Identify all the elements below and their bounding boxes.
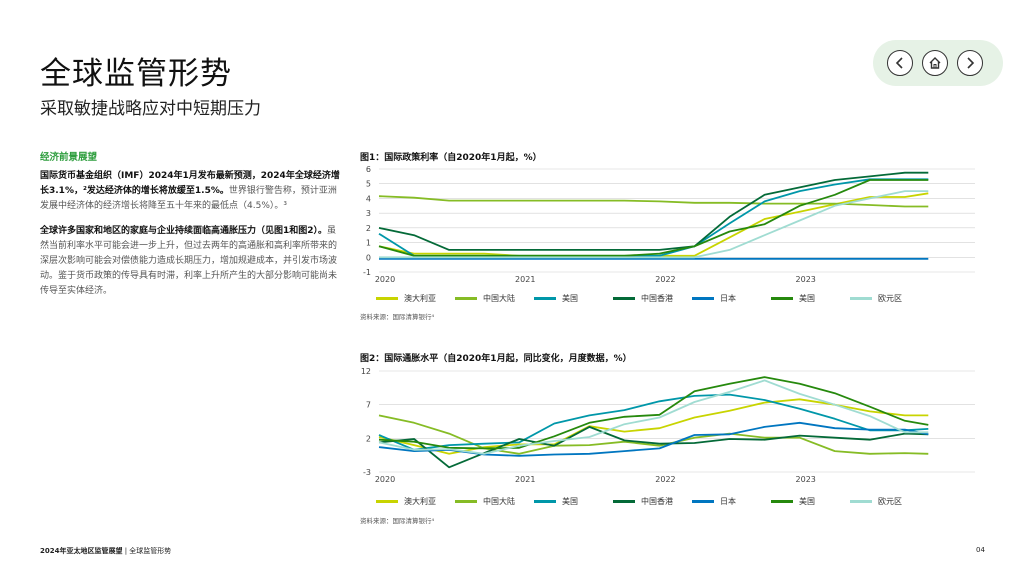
chart-1-x-tick-label: 2022 xyxy=(655,475,675,484)
policy-rate-chart: 6 5 4 3 2 1 0 -1 2020 2021 2022 2023 xyxy=(363,165,975,284)
legend-label: 欧元区 xyxy=(878,294,902,303)
chart-0-series-line xyxy=(379,190,929,259)
chart-1-series-line xyxy=(378,426,929,469)
chart-0-y-tick-label: 3 xyxy=(366,209,371,218)
legend-label: 中国大陆 xyxy=(483,497,515,506)
chevron-right-icon xyxy=(967,57,975,69)
chart-0-x-tick-label: 2023 xyxy=(796,275,816,284)
chart-0-x-tick-label: 2020 xyxy=(375,275,395,284)
legend-item: 日本 xyxy=(692,496,771,507)
figure-1-title: 图1：国际政策利率（自2020年1月起，%） xyxy=(360,153,542,163)
chart-0-y-tick-label: 2 xyxy=(366,224,371,233)
legend-swatch xyxy=(850,500,872,503)
legend-label: 中国大陆 xyxy=(483,294,515,303)
page-subtitle: 采取敏捷战略应对中短期压力 xyxy=(40,99,261,119)
chart-0-y-tick-label: -1 xyxy=(363,268,371,277)
legend-swatch xyxy=(771,500,793,503)
chart-1-series-line xyxy=(378,393,929,451)
footer: 2024年亚太地区监管展望 | 全球监管形势 xyxy=(40,547,172,555)
chart-1-series-line xyxy=(378,379,929,455)
chart-1-y-tick-label: 7 xyxy=(366,401,371,410)
page-title: 全球监管形势 xyxy=(40,56,232,92)
chart-0-y-tick-label: 6 xyxy=(366,165,371,174)
chart-0-series-line xyxy=(378,171,929,251)
legend-swatch xyxy=(455,500,477,503)
legend-item: 澳大利亚 xyxy=(376,293,455,304)
legend-item: 日本 xyxy=(692,293,771,304)
chart-0-x-tick-label: 2021 xyxy=(515,275,535,284)
legend-label: 澳大利亚 xyxy=(404,294,436,303)
chart-1-x-tick-label: 2020 xyxy=(375,475,395,484)
figure-2-legend: 澳大利亚 中国大陆 美国 中国香港 日本 美国 欧元区 xyxy=(376,496,929,507)
legend-item: 中国香港 xyxy=(613,496,692,507)
paragraph-1-text: 世界银行警告称，预计亚洲发展中经济体的经济增长将降至五十年来的最低点（4.5%）… xyxy=(40,186,337,211)
chart-1-series-line xyxy=(378,398,929,455)
legend-swatch xyxy=(692,500,714,503)
prev-page-button[interactable] xyxy=(887,50,913,76)
legend-item: 美国 xyxy=(534,496,613,507)
footer-report: 2024年亚太地区监管展望 xyxy=(40,547,123,555)
paragraph-1: 国际货币基金组织（IMF）2024年1月发布最新预测，2024年全球经济增长3.… xyxy=(40,169,340,214)
legend-item: 澳大利亚 xyxy=(376,496,455,507)
chart-0-y-tick-label: 1 xyxy=(366,239,371,248)
legend-swatch xyxy=(534,500,556,503)
inflation-chart: 12 7 2 -3 2020 2021 2022 2023 xyxy=(361,367,975,484)
legend-item: 美国 xyxy=(534,293,613,304)
legend-label: 日本 xyxy=(720,497,736,506)
legend-item: 欧元区 xyxy=(850,496,929,507)
legend-label: 日本 xyxy=(720,294,736,303)
legend-label: 中国香港 xyxy=(641,294,673,303)
chart-1-y-tick-label: 12 xyxy=(361,367,371,376)
figure-1-legend: 澳大利亚 中国大陆 美国 中国香港 日本 美国 欧元区 xyxy=(376,293,929,304)
figure-2-source: 资料来源：国际清算银行⁴ xyxy=(360,517,435,525)
legend-swatch xyxy=(613,297,635,300)
legend-swatch xyxy=(455,297,477,300)
legend-swatch xyxy=(850,297,872,300)
left-column: 经济前景展望 国际货币基金组织（IMF）2024年1月发布最新预测，2024年全… xyxy=(40,150,340,309)
legend-item: 中国大陆 xyxy=(455,293,534,304)
home-icon xyxy=(929,57,941,69)
chart-0-y-tick-label: 4 xyxy=(366,194,371,203)
page-number: 04 xyxy=(976,546,985,554)
legend-label: 中国香港 xyxy=(641,497,673,506)
next-page-button[interactable] xyxy=(957,50,983,76)
chart-1-y-tick-label: -3 xyxy=(363,468,371,477)
chart-1-y-tick-label: 2 xyxy=(366,434,371,443)
chart-0-y-tick-label: 0 xyxy=(366,253,371,262)
legend-label: 美国 xyxy=(562,497,578,506)
chart-1-series-line xyxy=(378,376,929,450)
legend-label: 美国 xyxy=(799,294,815,303)
legend-swatch xyxy=(376,500,398,503)
legend-swatch xyxy=(376,297,398,300)
figure-2-title: 图2：国际通胀水平（自2020年1月起，同比变化，月度数据，%） xyxy=(360,354,632,364)
legend-label: 欧元区 xyxy=(878,497,902,506)
legend-item: 欧元区 xyxy=(850,293,929,304)
chevron-left-icon xyxy=(895,57,903,69)
paragraph-2: 全球许多国家和地区的家庭与企业持续面临高通胀压力（见图1和图2）。虽然当前利率水… xyxy=(40,224,340,299)
section-heading: 经济前景展望 xyxy=(40,152,98,163)
chart-1-x-tick-label: 2021 xyxy=(515,475,535,484)
legend-item: 中国香港 xyxy=(613,293,692,304)
figure-1-source: 资料来源：国际清算银行⁴ xyxy=(360,313,435,321)
paragraph-2-text: 虽然当前利率水平可能会进一步上升，但过去两年的高通胀和高利率所带来的深层次影响可… xyxy=(40,226,338,296)
chart-1-x-tick-label: 2023 xyxy=(796,475,816,484)
paragraph-1-bold: 国际货币基金组织（IMF）2024年1月发布最新预测，2024年全球经济增长3.… xyxy=(40,171,340,196)
paragraph-2-bold: 全球许多国家和地区的家庭与企业持续面临高通胀压力（见图1和图2）。 xyxy=(40,226,328,236)
home-button[interactable] xyxy=(922,50,948,76)
chart-0-y-tick-label: 5 xyxy=(366,180,371,189)
legend-swatch xyxy=(771,297,793,300)
legend-label: 澳大利亚 xyxy=(404,497,436,506)
legend-swatch xyxy=(534,297,556,300)
legend-swatch xyxy=(613,500,635,503)
chart-0-series-line xyxy=(378,179,929,257)
legend-swatch xyxy=(692,297,714,300)
legend-item: 中国大陆 xyxy=(455,496,534,507)
legend-item: 美国 xyxy=(771,293,850,304)
legend-item: 美国 xyxy=(771,496,850,507)
legend-label: 美国 xyxy=(562,294,578,303)
chart-0-x-tick-label: 2022 xyxy=(655,275,675,284)
footer-section: 全球监管形势 xyxy=(129,547,172,555)
legend-label: 美国 xyxy=(799,497,815,506)
